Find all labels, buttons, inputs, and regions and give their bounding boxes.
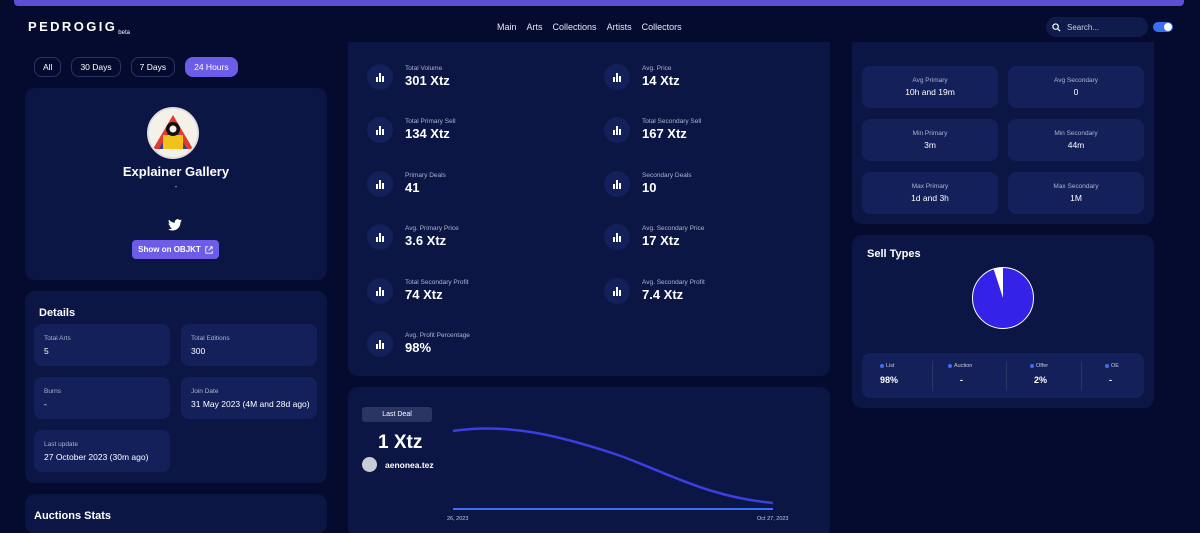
last-deal-card: Last Deal 1 Xtz aenonea.tez 26, 2023 Oct… xyxy=(348,387,830,533)
legend-item-offer: Offer 2% xyxy=(1030,353,1100,398)
legend-item-auction: Auction - xyxy=(948,353,1018,398)
filter-7-days[interactable]: 7 Days xyxy=(130,57,176,77)
bar-chart-icon xyxy=(367,171,393,197)
details-title: Details xyxy=(39,307,76,319)
period-filters: All 30 Days 7 Days 24 Hours xyxy=(34,57,238,77)
bar-chart-icon xyxy=(367,278,393,304)
legend-item-oe: OE - xyxy=(1105,353,1175,398)
filter-24-hours[interactable]: 24 Hours xyxy=(185,57,238,77)
detail-tile-join-date: Join Date 31 May 2023 (4M and 28d ago) xyxy=(181,377,317,419)
bar-chart-icon xyxy=(604,224,630,250)
nav-artists[interactable]: Artists xyxy=(606,22,632,32)
time-avg-primary: Avg Primary 10h and 19m xyxy=(862,66,998,108)
sell-types-legend: List 98% Auction - Offer 2% OE - xyxy=(862,353,1144,398)
detail-tile-burns: Burns - xyxy=(34,377,170,419)
beta-badge: beta xyxy=(118,30,130,36)
legend-item-list: List 98% xyxy=(880,363,899,385)
site-logo[interactable]: PEDROGIGbeta xyxy=(28,19,130,36)
profile-card: Explainer Gallery - Show on OBJKT xyxy=(25,88,327,280)
bar-chart-icon xyxy=(604,171,630,197)
external-link-icon xyxy=(205,245,213,254)
filter-all[interactable]: All xyxy=(34,57,62,77)
chart-x-end-label: Oct 27, 2023 xyxy=(757,516,789,522)
time-max-secondary: Max Secondary 1M xyxy=(1008,172,1144,214)
buyer-avatar xyxy=(362,457,377,472)
legend-divider xyxy=(932,361,933,391)
detail-tile-total-editions: Total Editions 300 xyxy=(181,324,317,366)
legend-divider xyxy=(1006,361,1007,391)
search-input[interactable] xyxy=(1067,22,1137,32)
time-max-primary: Max Primary 1d and 3h xyxy=(862,172,998,214)
sell-types-pie xyxy=(972,267,1034,329)
time-avg-secondary: Avg Secondary 0 xyxy=(1008,66,1144,108)
price-trend-chart xyxy=(452,427,774,510)
main-nav: Main Arts Collections Artists Collectors xyxy=(497,22,682,32)
show-on-objkt-button[interactable]: Show on OBJKT xyxy=(132,240,219,259)
pie-slice-offer xyxy=(993,267,1003,298)
bar-chart-icon xyxy=(604,117,630,143)
sell-types-card: Sell Types List 98% Auction - Offer 2% OE - xyxy=(852,235,1154,408)
sell-types-title: Sell Types xyxy=(867,248,921,260)
detail-tile-total-arts: Total Arts 5 xyxy=(34,324,170,366)
profile-bio: - xyxy=(174,182,178,191)
nav-collections[interactable]: Collections xyxy=(552,22,597,32)
detail-tile-last-update: Last update 27 October 2023 (30m ago) xyxy=(34,430,170,472)
search-box[interactable] xyxy=(1046,17,1148,37)
twitter-icon[interactable] xyxy=(168,219,182,231)
chart-x-start-label: 26, 2023 xyxy=(447,516,469,522)
auctions-card: Auctions Stats xyxy=(25,494,327,533)
auctions-title: Auctions Stats xyxy=(34,510,112,522)
nav-collectors[interactable]: Collectors xyxy=(641,22,682,32)
profile-name: Explainer Gallery xyxy=(122,164,230,179)
last-deal-buyer[interactable]: aenonea.tez xyxy=(362,457,434,472)
last-deal-price: 1 Xtz xyxy=(378,432,423,453)
bar-chart-icon xyxy=(604,278,630,304)
theme-toggle[interactable] xyxy=(1153,22,1173,32)
nav-main[interactable]: Main xyxy=(497,22,517,32)
time-stats-card: Avg Primary 10h and 19m Avg Secondary 0 Mi… xyxy=(852,42,1154,224)
stats-card: Total Volume 301 Xtz Avg. Price 14 Xtz Tot… xyxy=(348,42,830,376)
bar-chart-icon xyxy=(367,224,393,250)
bar-chart-icon xyxy=(604,64,630,90)
price-trend-line xyxy=(452,427,774,505)
details-card: Details Total Arts 5 Total Editions 300 Bu… xyxy=(25,291,327,483)
avatar xyxy=(147,107,199,159)
bar-chart-icon xyxy=(367,64,393,90)
bar-chart-icon xyxy=(367,331,393,357)
time-min-primary: Min Primary 3m xyxy=(862,119,998,161)
filter-30-days[interactable]: 30 Days xyxy=(71,57,121,77)
search-icon xyxy=(1052,22,1061,32)
top-accent-strip xyxy=(14,0,1184,6)
nav-arts[interactable]: Arts xyxy=(526,22,543,32)
legend-divider xyxy=(1081,361,1082,391)
time-min-secondary: Min Secondary 44m xyxy=(1008,119,1144,161)
last-deal-badge: Last Deal xyxy=(362,407,432,422)
bar-chart-icon xyxy=(367,117,393,143)
